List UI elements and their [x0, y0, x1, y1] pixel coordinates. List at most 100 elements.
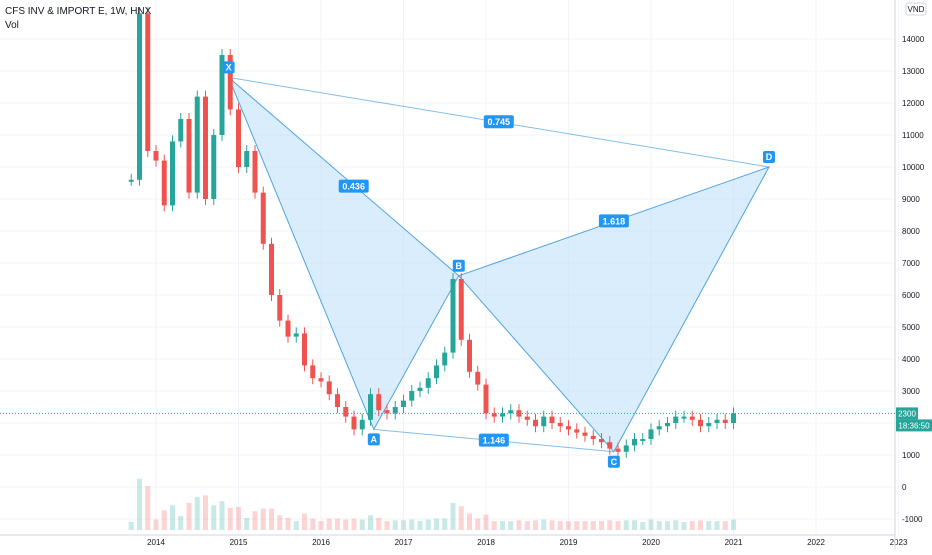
y-tick-label: 10000: [902, 163, 925, 172]
x-tick-label: 2023: [890, 538, 908, 547]
volume-bar: [722, 521, 728, 530]
pattern-point-C[interactable]: C: [607, 455, 620, 468]
volume-bar: [194, 497, 200, 530]
point-label-bg: [607, 455, 620, 468]
candle-body: [219, 55, 225, 135]
volume-bar: [665, 521, 670, 530]
currency-badge[interactable]: [905, 2, 927, 16]
volume-bar: [640, 522, 646, 530]
candle-body: [310, 365, 316, 379]
currency-label: VND: [908, 5, 925, 14]
volume-bar: [557, 521, 563, 530]
ratio-label-text: 1.146: [483, 436, 506, 446]
candle-body: [731, 413, 736, 423]
candle-body: [640, 439, 646, 441]
ratio-label-text: 1.618: [603, 216, 626, 226]
ratio-label-bg: [483, 115, 514, 129]
candle-body: [500, 413, 505, 417]
candle-body: [285, 320, 291, 337]
candle-body: [227, 55, 233, 110]
candle-body: [128, 179, 134, 182]
y-tick-label: 12000: [902, 99, 925, 108]
volume-bar: [417, 521, 423, 530]
volume-bar: [508, 521, 514, 530]
y-tick-label: 14000: [902, 35, 925, 44]
pattern-triangle-xab[interactable]: [228, 77, 460, 431]
candle-body: [194, 96, 200, 193]
volume-bar: [227, 507, 233, 530]
volume-bar: [566, 521, 571, 530]
x-tick-label: 2022: [807, 538, 825, 547]
volume-bar: [335, 518, 340, 530]
volume-bar: [689, 521, 695, 530]
symbol-title[interactable]: CFS INV & IMPORT E, 1W, HNX: [5, 6, 152, 17]
harmonic-pattern[interactable]: [228, 76, 771, 453]
volume-bar: [607, 520, 613, 530]
x-tick-label: 2015: [230, 538, 248, 547]
x-tick-label: 2019: [560, 538, 578, 547]
volume-bar: [590, 521, 596, 530]
pattern-point-D[interactable]: D: [762, 151, 775, 163]
ratio-label-0-436[interactable]: 0.436: [338, 179, 369, 193]
candle-body: [714, 419, 720, 423]
candle-body: [335, 394, 340, 407]
x-tick-label: 2017: [395, 538, 413, 547]
ratio-label-text: 0.745: [488, 117, 511, 127]
volume-bar: [483, 514, 489, 530]
ratio-label-1-146[interactable]: 1.146: [478, 433, 509, 447]
volume-legend-label[interactable]: Vol: [5, 20, 19, 31]
volume-bar: [706, 521, 712, 530]
candle-body: [648, 429, 654, 439]
y-tick-label: 9000: [902, 195, 920, 204]
y-tick-label: 5000: [902, 323, 920, 332]
pattern-labels[interactable]: 0.436 0.745 1.618 1.146 X A B C D: [222, 61, 775, 468]
candle-body: [681, 416, 687, 419]
volume-bar: [310, 518, 316, 530]
pattern-point-X[interactable]: X: [222, 61, 235, 74]
volume-bar: [161, 510, 167, 530]
volume-bar: [252, 511, 258, 530]
candle-body: [343, 407, 349, 417]
pattern-triangle-bcd[interactable]: [457, 166, 771, 453]
pattern-point-A[interactable]: A: [367, 433, 380, 446]
candle-body: [359, 419, 365, 430]
y-tick-label: 7000: [902, 259, 920, 268]
volume-bar: [623, 520, 629, 530]
volume-bar: [236, 507, 241, 530]
volume-bar: [285, 517, 291, 530]
countdown-text: 18:36:50: [898, 421, 930, 430]
candle-body: [706, 423, 712, 427]
point-label-text: B: [456, 261, 463, 271]
volume-bar: [574, 521, 580, 530]
x-tick-label: 2021: [725, 538, 743, 547]
candle-body: [607, 442, 613, 449]
volume-bars: [128, 478, 736, 530]
candle-body: [318, 378, 324, 382]
point-label-bg: [452, 259, 465, 272]
volume-bar: [343, 519, 349, 530]
ratio-label-bg: [338, 179, 369, 193]
volume-bar: [615, 521, 621, 530]
candle-body: [665, 423, 670, 427]
ratio-label-bg: [478, 433, 509, 447]
last-price-tag: [896, 407, 918, 420]
volume-bar: [714, 521, 720, 530]
ratio-label-0-745[interactable]: 0.745: [483, 115, 514, 129]
candle-body: [417, 387, 423, 391]
candle-body: [450, 279, 456, 353]
candle-body: [326, 381, 332, 395]
candle-body: [161, 160, 167, 206]
volume-bar: [582, 521, 588, 530]
volume-bar: [450, 502, 456, 530]
volume-bar: [491, 521, 497, 530]
y-tick-label: 11000: [902, 131, 924, 140]
ratio-label-1-618[interactable]: 1.618: [598, 214, 629, 228]
volume-bar: [673, 520, 679, 530]
volume-bar: [458, 506, 464, 530]
x-tick-label: 2020: [642, 538, 660, 547]
candle-body: [541, 416, 547, 427]
volume-bar: [302, 513, 307, 530]
pattern-point-B[interactable]: B: [452, 259, 465, 272]
